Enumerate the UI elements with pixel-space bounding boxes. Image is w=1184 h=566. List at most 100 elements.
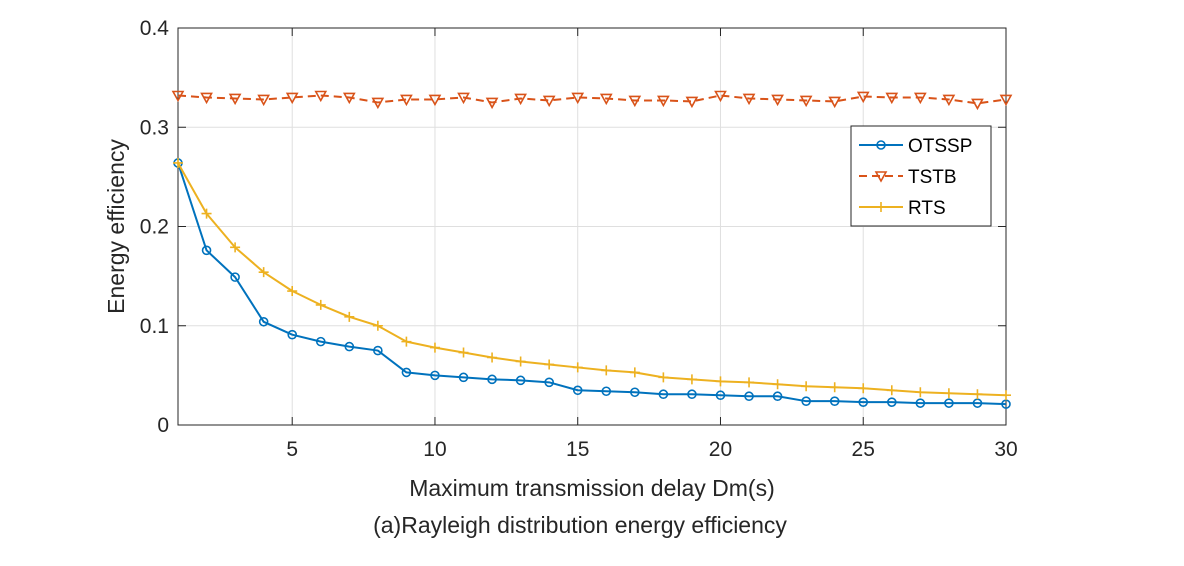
x-tick-label: 30 — [994, 438, 1017, 461]
data-point-tstb — [428, 94, 442, 107]
data-point-tstb — [542, 95, 556, 108]
legend-label-otssp: OTSSP — [908, 136, 972, 157]
data-point-tstb — [171, 90, 185, 103]
data-point-tstb — [342, 92, 356, 105]
data-point-otssp — [772, 391, 783, 402]
figure-caption: (a)Rayleigh distribution energy efficien… — [373, 512, 787, 538]
data-point-otssp — [258, 316, 269, 327]
data-point-tstb — [200, 92, 213, 105]
data-point-otssp — [430, 370, 440, 381]
data-point-tstb — [885, 92, 899, 105]
data-point-tstb — [714, 90, 727, 103]
data-point-rts — [744, 377, 755, 388]
data-point-rts — [258, 267, 269, 278]
data-point-otssp — [715, 390, 726, 401]
data-point-rts — [915, 387, 926, 398]
data-point-tstb — [657, 95, 670, 108]
series-group — [171, 90, 1013, 409]
data-point-tstb — [771, 94, 784, 107]
data-point-rts — [315, 299, 326, 310]
data-point-rts — [344, 311, 355, 322]
data-point-tstb — [514, 93, 527, 106]
data-point-otssp — [658, 389, 669, 400]
data-point-rts — [372, 320, 383, 331]
data-point-rts — [629, 367, 640, 378]
x-tick-label: 25 — [852, 438, 875, 461]
data-point-rts — [544, 359, 555, 370]
legend-marker-tstb — [874, 171, 888, 183]
data-point-tstb — [314, 90, 328, 103]
data-point-tstb — [799, 95, 813, 108]
data-point-tstb — [599, 93, 613, 106]
data-point-rts — [487, 352, 498, 363]
legend-item-rts: RTS — [859, 198, 946, 219]
legend-label-rts: RTS — [908, 198, 946, 219]
data-point-rts — [858, 383, 869, 394]
data-point-rts — [230, 242, 241, 253]
data-point-rts — [686, 374, 697, 385]
data-point-otssp — [315, 336, 326, 347]
data-point-otssp — [344, 341, 355, 352]
data-point-tstb — [856, 91, 870, 104]
data-point-tstb — [628, 95, 642, 108]
data-point-tstb — [999, 94, 1013, 107]
data-point-rts — [658, 372, 669, 383]
data-point-tstb — [828, 96, 842, 109]
x-tick-label: 5 — [286, 438, 298, 461]
data-point-otssp — [287, 329, 298, 340]
data-point-otssp — [201, 245, 212, 256]
series-line-tstb — [177, 94, 1007, 105]
x-axis-label: Maximum transmission delay Dm(s) — [409, 475, 775, 501]
x-tick-label: 15 — [566, 438, 589, 461]
data-point-tstb — [685, 96, 699, 109]
series-tstb — [171, 90, 1013, 111]
data-point-rts — [201, 208, 212, 219]
data-point-tstb — [971, 98, 984, 111]
y-tick-label: 0 — [157, 414, 169, 437]
legend-marker-otssp — [876, 140, 886, 150]
data-point-rts — [972, 389, 983, 400]
data-point-otssp — [487, 374, 497, 385]
data-point-tstb — [228, 93, 242, 106]
y-axis-label: Energy efficiency — [103, 139, 129, 314]
data-point-otssp — [829, 396, 840, 406]
data-point-otssp — [601, 386, 612, 397]
legend-item-tstb: TSTB — [859, 167, 957, 188]
data-point-tstb — [485, 97, 499, 110]
data-point-otssp — [458, 372, 469, 383]
data-point-rts — [572, 362, 583, 373]
y-tick-label: 0.1 — [140, 315, 169, 338]
data-point-tstb — [285, 92, 299, 105]
y-tick-label: 0.4 — [140, 17, 170, 40]
data-point-rts — [829, 382, 840, 393]
data-point-tstb — [571, 92, 585, 105]
data-point-rts — [772, 379, 783, 390]
axis-ticks: 5 10 15 20 25 30 0 0.1 0.2 0.3 0.4 — [140, 17, 1018, 461]
data-point-otssp — [687, 389, 697, 400]
legend-label-tstb: TSTB — [908, 167, 957, 188]
data-point-otssp — [744, 391, 754, 402]
data-point-rts — [601, 365, 612, 376]
data-point-tstb — [457, 92, 470, 105]
legend-item-otssp: OTSSP — [859, 136, 972, 157]
data-point-tstb — [942, 94, 956, 107]
data-point-otssp — [858, 397, 869, 407]
data-point-rts — [886, 385, 897, 396]
data-point-rts — [173, 157, 183, 168]
data-point-otssp — [630, 387, 640, 398]
data-point-tstb — [913, 92, 927, 105]
data-point-otssp — [886, 397, 897, 407]
data-point-otssp — [401, 367, 412, 378]
series-rts — [173, 157, 1011, 401]
legend-marker-rts — [876, 202, 886, 212]
y-tick-label: 0.2 — [140, 216, 169, 239]
data-point-rts — [1001, 390, 1011, 401]
data-point-rts — [401, 336, 412, 347]
data-point-otssp — [801, 396, 811, 406]
data-point-rts — [429, 342, 440, 353]
data-point-otssp — [544, 377, 554, 388]
legend: OTSSP TSTB RTS — [850, 125, 992, 227]
data-point-otssp — [944, 398, 954, 408]
data-point-tstb — [371, 97, 385, 110]
